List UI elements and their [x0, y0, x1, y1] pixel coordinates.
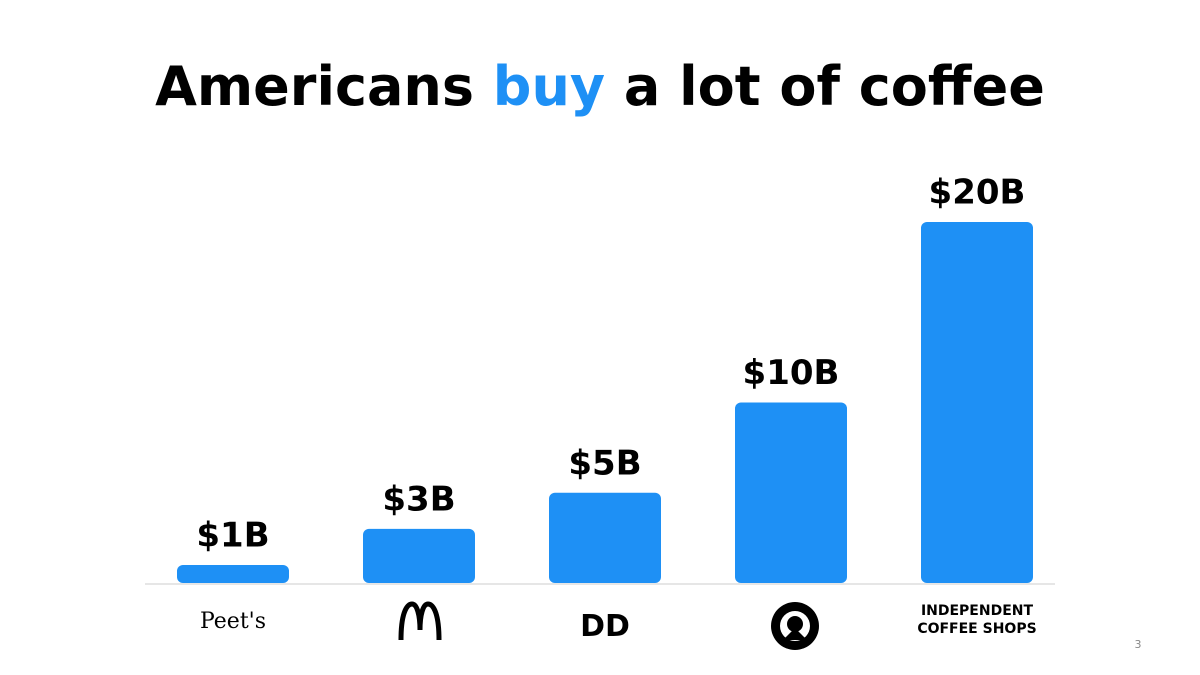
x-tick-label: Peet's [199, 609, 267, 634]
value-label: $1B [196, 515, 269, 555]
bar [921, 222, 1033, 583]
starbucks-logo [771, 602, 819, 650]
bar [177, 564, 289, 583]
value-label: $5B [568, 443, 641, 483]
title-segment: a lot of coffee [605, 55, 1045, 118]
page-number: 3 [1135, 638, 1142, 651]
x-tick-label: INDEPENDENT COFFEE SHOPS [917, 603, 1037, 637]
mcdonalds-logo [398, 601, 442, 641]
title-segment: buy [493, 55, 605, 118]
value-label: $3B [382, 479, 455, 519]
value-label: $20B [929, 173, 1026, 213]
bar [735, 402, 847, 583]
title-segment: Americans [155, 55, 493, 118]
chart-title: Americans buy a lot of coffee [155, 55, 1045, 118]
bar [363, 528, 475, 583]
bar [549, 492, 661, 583]
x-tick-label: DD [580, 609, 630, 644]
value-label: $10B [743, 353, 840, 393]
